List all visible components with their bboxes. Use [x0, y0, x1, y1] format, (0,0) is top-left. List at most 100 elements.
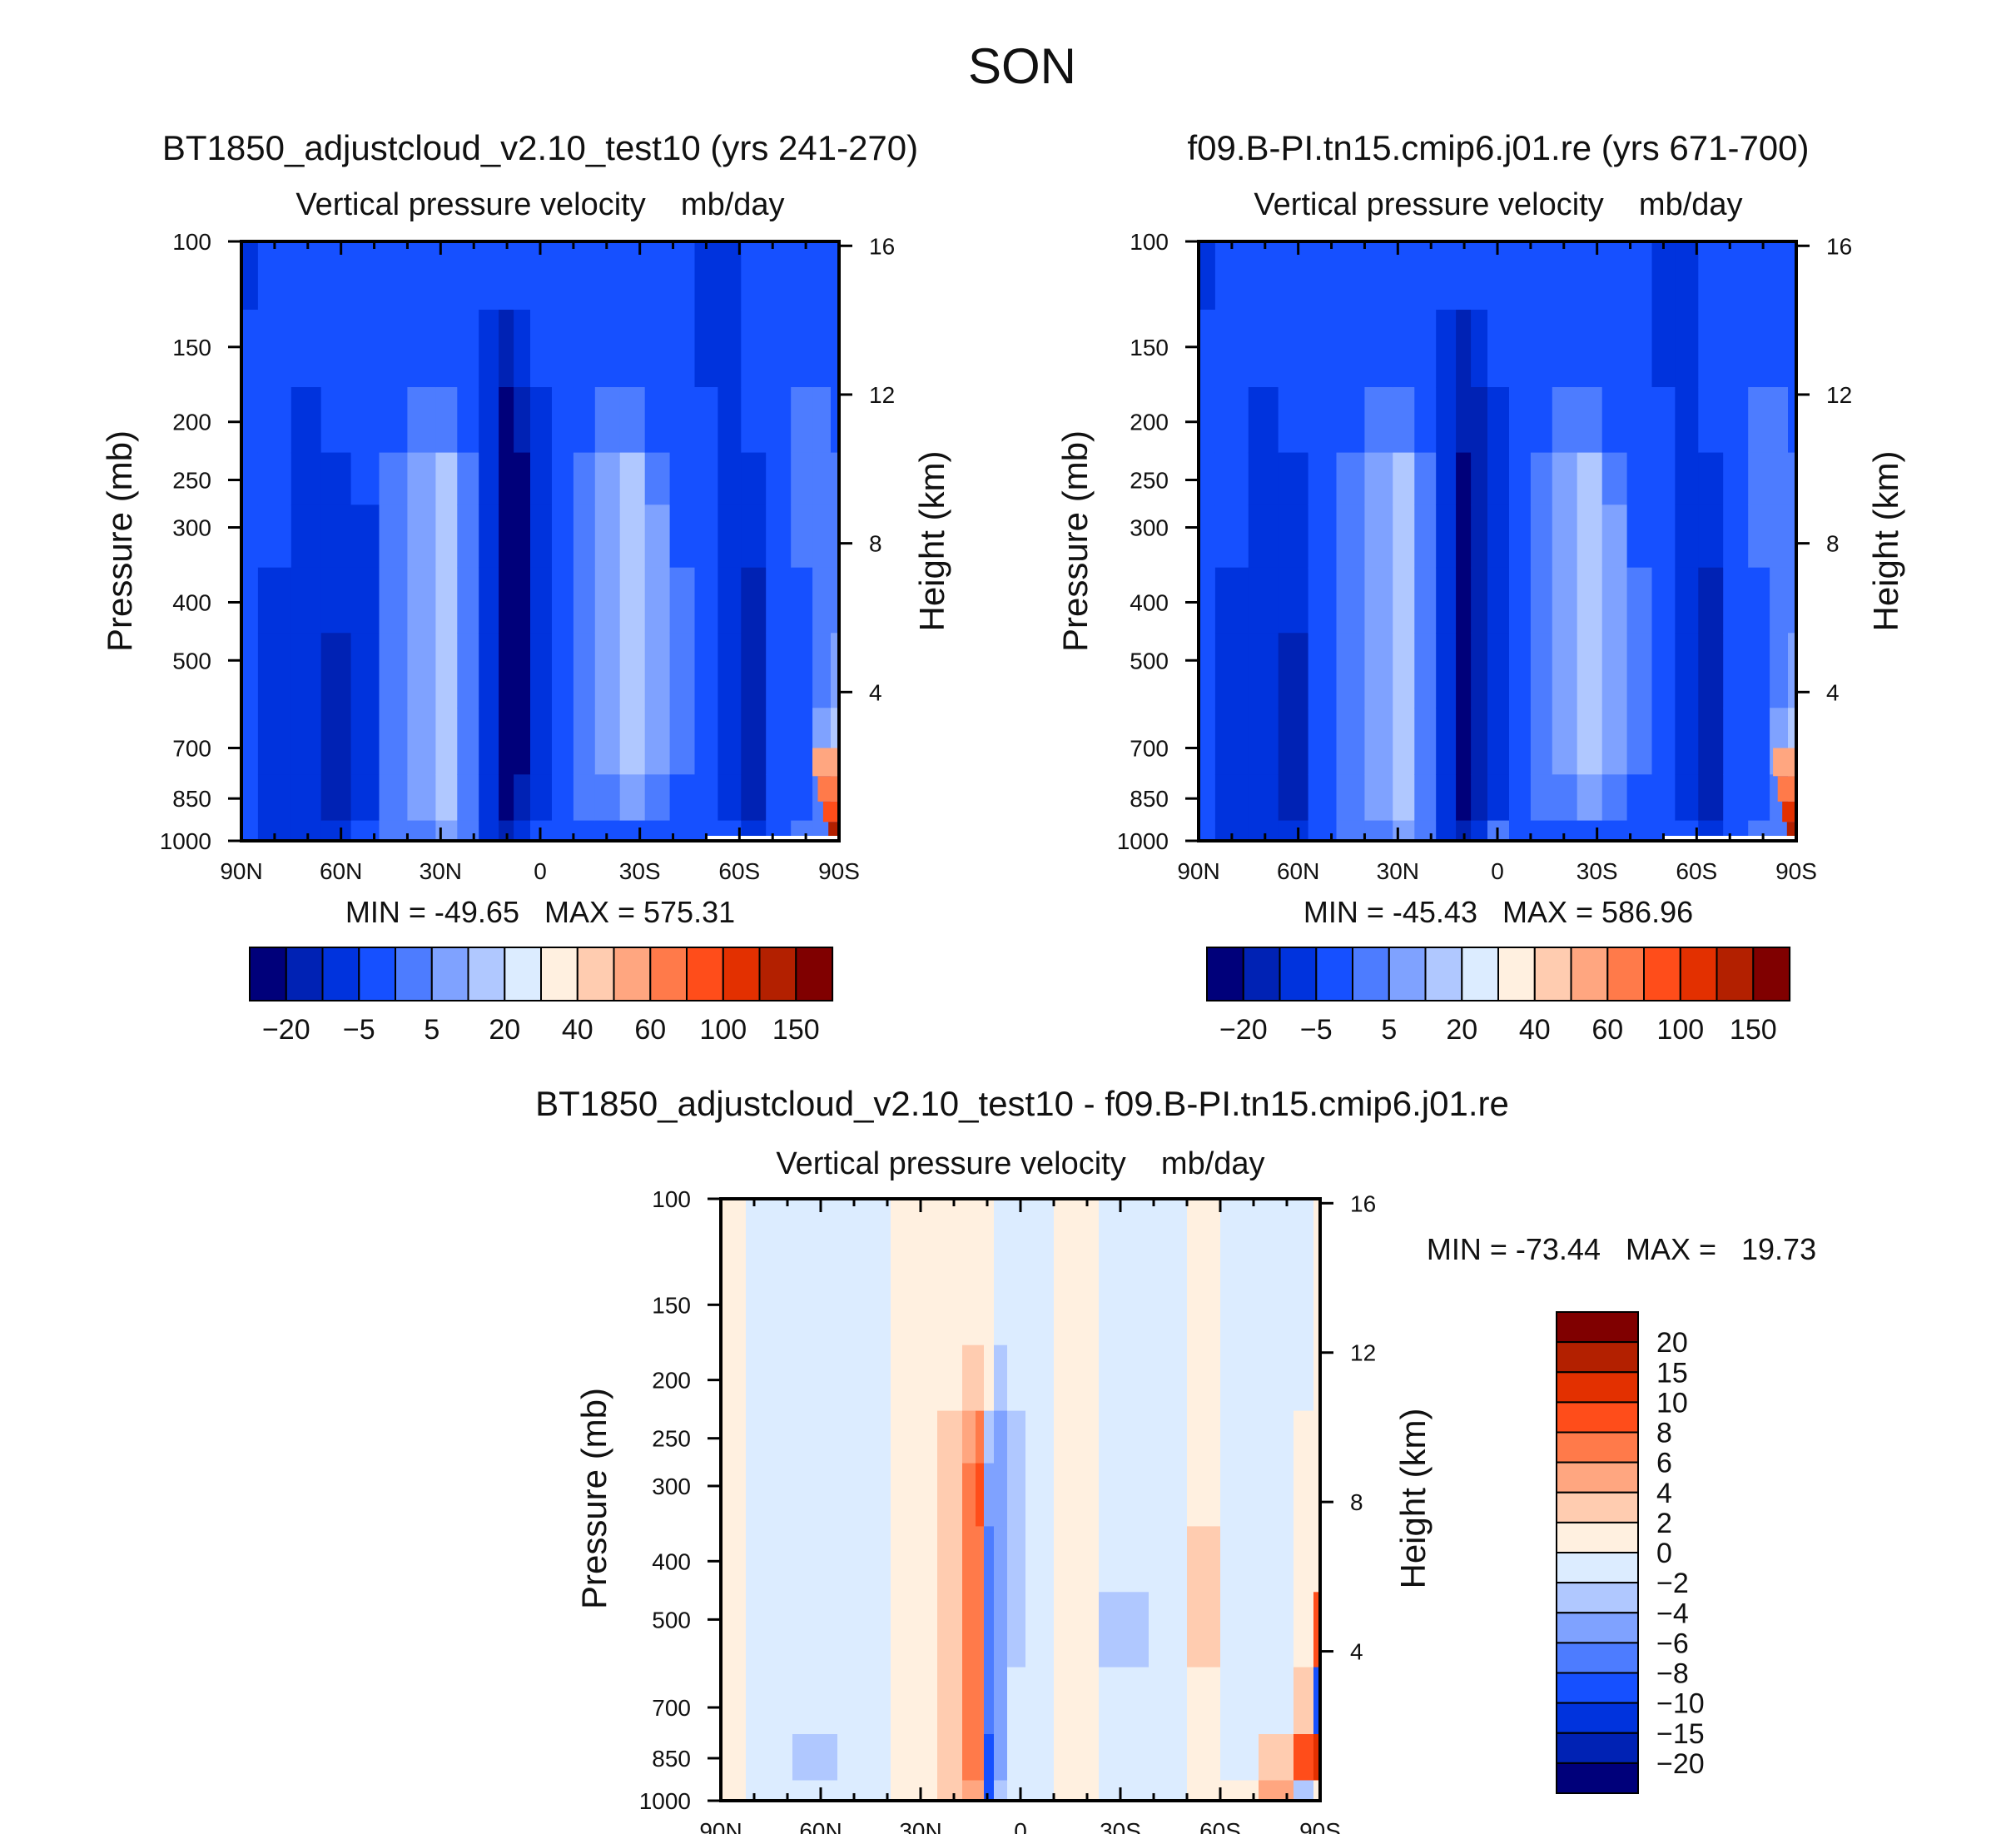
field-cell	[1552, 567, 1578, 634]
field-cell	[891, 1344, 938, 1412]
field-cell	[746, 1780, 793, 1801]
field-cell	[594, 387, 621, 454]
field-cell	[1456, 387, 1472, 454]
x-tick-label: 60N	[799, 1818, 842, 1834]
field-cell	[937, 1199, 963, 1268]
field-cell	[350, 567, 380, 634]
field-cell	[479, 633, 499, 708]
field-cell	[1393, 567, 1415, 634]
field-cell	[1259, 1410, 1294, 1464]
field-cell	[1007, 1780, 1026, 1801]
field-cell	[1436, 387, 1457, 454]
field-cell	[1294, 1463, 1314, 1527]
field-cell	[1054, 1267, 1100, 1346]
panel-ctrl-ylabel: Pressure (mb)	[1055, 430, 1095, 652]
field-cell	[891, 1267, 938, 1346]
field-cell	[891, 1780, 938, 1801]
field-cell	[1577, 567, 1603, 634]
field-cell	[379, 820, 408, 841]
field-cell	[1149, 1526, 1188, 1593]
field-cell	[694, 387, 718, 454]
field-cell	[1748, 387, 1770, 454]
field-cell	[1278, 567, 1309, 634]
field-cell	[669, 387, 696, 454]
field-cell	[514, 452, 531, 505]
field-cell	[1456, 504, 1472, 569]
field-cell	[1199, 708, 1216, 775]
field-cell	[552, 820, 574, 841]
field-cell	[1025, 1667, 1055, 1735]
y-tick-label: 500	[172, 648, 211, 673]
field-cell	[479, 452, 499, 505]
panel-ctrl-field	[1199, 241, 1796, 841]
field-cell	[837, 1734, 891, 1782]
field-cell	[552, 387, 574, 454]
field-cell	[1651, 708, 1676, 775]
field-cell	[718, 774, 742, 822]
page-title: SON	[968, 38, 1076, 94]
field-cell	[1248, 708, 1279, 775]
field-cell	[1487, 387, 1510, 454]
field-cell	[1471, 241, 1488, 311]
x-tick-label: 90S	[1775, 858, 1817, 884]
field-cell	[792, 1526, 838, 1593]
field-cell	[457, 387, 479, 454]
field-cell	[1259, 1667, 1294, 1735]
field-cell	[514, 504, 531, 569]
field-cell	[241, 387, 259, 454]
y2-tick-label: 16	[869, 233, 895, 259]
colorbar-label: 150	[772, 1014, 820, 1046]
field-cell	[457, 567, 479, 634]
field-cell	[1025, 1734, 1055, 1782]
field-cell	[320, 387, 352, 454]
field-cell	[435, 567, 458, 634]
field-cell	[1748, 452, 1770, 505]
field-cell	[573, 452, 596, 505]
field-cell	[976, 1344, 985, 1412]
field-cell	[984, 1780, 995, 1801]
field-cell	[1748, 774, 1770, 822]
field-cell	[1214, 567, 1249, 634]
field-cell	[1259, 1267, 1294, 1346]
colorbar-label: −20	[1219, 1014, 1268, 1046]
field-cell	[891, 1410, 938, 1464]
field-cell	[1436, 820, 1457, 841]
field-cell	[669, 567, 696, 634]
field-cell	[379, 633, 408, 708]
field-cell	[766, 310, 792, 388]
field-cell	[644, 504, 671, 569]
field-cell	[1259, 1199, 1294, 1268]
field-cell	[1436, 633, 1457, 708]
colorbar-label: −4	[1656, 1598, 1689, 1629]
field-cell	[1601, 708, 1628, 775]
field-cell	[1364, 241, 1393, 311]
field-cell	[552, 452, 574, 505]
field-cell	[1259, 1463, 1294, 1527]
colorbar-label: −10	[1656, 1688, 1705, 1720]
field-cell	[594, 633, 621, 708]
field-cell	[1393, 708, 1415, 775]
field-cell	[257, 310, 292, 388]
field-cell	[1748, 708, 1770, 775]
field-cell	[1414, 708, 1437, 775]
field-cell	[1675, 310, 1699, 388]
field-cell	[766, 387, 792, 454]
field-cell	[320, 567, 352, 634]
field-cell	[812, 633, 832, 708]
field-cell	[994, 1410, 1008, 1464]
colorbar-label: 100	[1656, 1014, 1704, 1046]
field-cell	[746, 1267, 793, 1346]
y-tick-label: 400	[1130, 589, 1169, 615]
field-cell	[1187, 1526, 1221, 1593]
y-tick-label: 1000	[1117, 828, 1169, 854]
y-tick-label: 250	[652, 1426, 691, 1452]
colorbar-label: 15	[1656, 1357, 1688, 1389]
field-cell	[791, 708, 813, 775]
panel-ctrl-case-title: f09.B-PI.tn15.cmip6.j01.re (yrs 671-700)	[1187, 128, 1809, 167]
field-cell	[669, 633, 696, 708]
field-cell	[619, 241, 646, 311]
field-cell	[1626, 774, 1653, 822]
field-cell	[669, 452, 696, 505]
field-cell	[435, 310, 458, 388]
field-cell	[1748, 241, 1770, 311]
